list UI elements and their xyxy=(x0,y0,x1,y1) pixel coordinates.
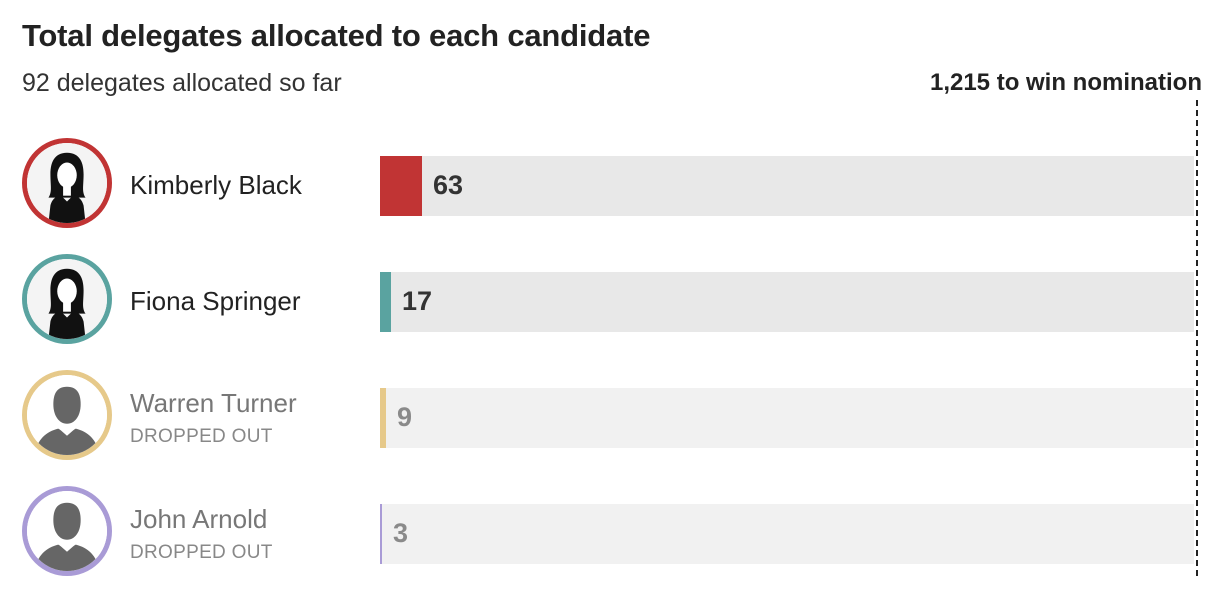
candidate-name: John Arnold xyxy=(130,504,268,534)
candidate-name: Warren Turner xyxy=(130,388,297,418)
bar-track: 3 xyxy=(380,504,1194,564)
delegate-bar xyxy=(380,388,386,448)
candidate-status: DROPPED OUT xyxy=(130,542,273,563)
chart-subtitle: 92 delegates allocated so far xyxy=(22,69,342,97)
candidate-row: Fiona Springer 17 xyxy=(0,254,1232,346)
candidate-row: John Arnold DROPPED OUT 3 xyxy=(0,486,1232,578)
bar-track: 63 xyxy=(380,156,1194,216)
delegate-bar xyxy=(380,156,422,216)
candidate-name: Fiona Springer xyxy=(130,286,301,316)
delegate-count: 3 xyxy=(393,518,409,548)
candidate-row: Kimberly Black 63 xyxy=(0,138,1232,230)
candidate-avatar xyxy=(22,370,112,460)
candidate-avatar xyxy=(22,486,112,576)
candidate-avatar xyxy=(22,138,112,228)
candidate-status: DROPPED OUT xyxy=(130,426,273,447)
delegate-count: 17 xyxy=(402,286,433,316)
female-silhouette-icon xyxy=(27,143,107,223)
threshold-label: 1,215 to win nomination xyxy=(929,69,1202,96)
male-silhouette-icon xyxy=(27,491,107,571)
delegate-bar xyxy=(380,504,382,564)
chart-title: Total delegates allocated to each candid… xyxy=(22,18,651,53)
bar-track: 17 xyxy=(380,272,1194,332)
female-silhouette-icon xyxy=(27,259,107,339)
male-silhouette-icon xyxy=(27,375,107,455)
candidate-name: Kimberly Black xyxy=(130,170,302,200)
delegate-count: 63 xyxy=(433,170,464,200)
bar-track: 9 xyxy=(380,388,1194,448)
delegate-bar xyxy=(380,272,391,332)
delegate-count: 9 xyxy=(397,402,413,432)
threshold-line xyxy=(1196,100,1198,576)
candidate-avatar xyxy=(22,254,112,344)
candidate-row: Warren Turner DROPPED OUT 9 xyxy=(0,370,1232,462)
